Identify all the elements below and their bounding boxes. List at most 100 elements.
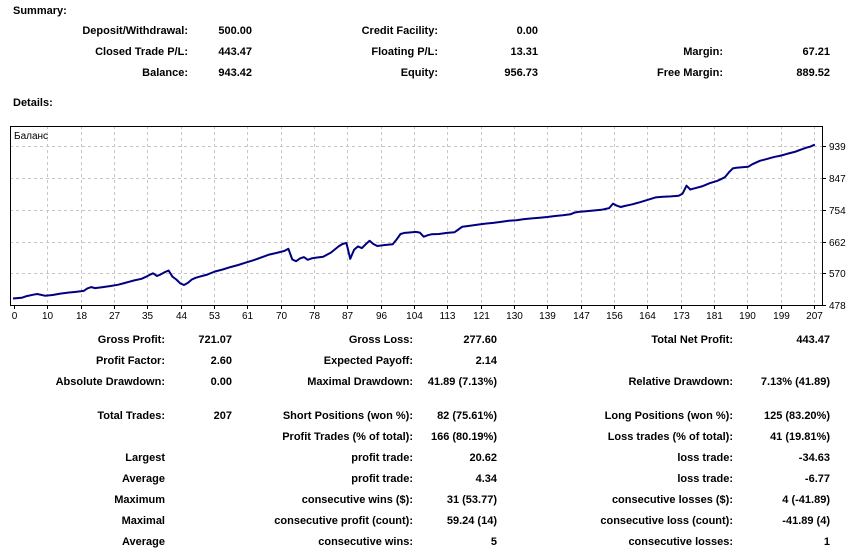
- details-label: Maximal Drawdown:: [307, 376, 413, 388]
- svg-text:207: 207: [806, 311, 823, 322]
- details-label: Total Net Profit:: [651, 334, 733, 346]
- svg-text:44: 44: [176, 311, 188, 322]
- svg-text:Баланс: Баланс: [14, 131, 48, 142]
- summary-row: Closed Trade P/L: 443.47 Floating P/L: 1…: [0, 46, 849, 60]
- details-label: consecutive wins ($):: [301, 494, 413, 506]
- details-label: Maximal: [121, 515, 165, 527]
- details-label: consecutive losses:: [628, 536, 733, 548]
- svg-text:78: 78: [309, 311, 321, 322]
- svg-text:156: 156: [606, 311, 623, 322]
- balance-chart: 939 847 754 662 570 478 0 10 18 27 35 44 53 61 70 78 87 9…: [0, 118, 849, 324]
- details-value: 31 (53.77): [446, 494, 497, 506]
- details-label: consecutive wins:: [318, 536, 413, 548]
- summary-value: 889.52: [796, 67, 830, 79]
- svg-text:96: 96: [376, 311, 388, 322]
- svg-text:0: 0: [12, 311, 18, 322]
- details-label: Total Trades:: [97, 410, 165, 422]
- svg-text:190: 190: [739, 311, 756, 322]
- svg-text:939: 939: [829, 142, 846, 153]
- details-label: Average: [121, 473, 165, 485]
- details-label: Expected Payoff:: [323, 355, 413, 367]
- summary-label: Balance:: [142, 67, 188, 79]
- details-label: Profit Trades (% of total):: [282, 431, 413, 443]
- summary-value: 443.47: [218, 46, 252, 58]
- svg-text:113: 113: [440, 311, 456, 322]
- details-row: Average consecutive wins: 5 consecutive …: [0, 536, 849, 550]
- svg-text:173: 173: [673, 311, 690, 322]
- svg-text:130: 130: [506, 311, 523, 322]
- svg-text:18: 18: [76, 311, 88, 322]
- details-value: 7.13% (41.89): [760, 376, 830, 388]
- svg-text:104: 104: [406, 311, 423, 322]
- summary-value: 943.42: [218, 67, 252, 79]
- details-label: Gross Loss:: [348, 334, 413, 346]
- svg-text:181: 181: [706, 311, 723, 322]
- details-label: consecutive profit (count):: [274, 515, 413, 527]
- details-value: 4.34: [475, 473, 497, 485]
- details-value: -34.63: [798, 452, 830, 464]
- details-label: consecutive losses ($):: [611, 494, 733, 506]
- details-row: Average profit trade: 4.34 loss trade: -…: [0, 473, 849, 487]
- summary-value: 500.00: [218, 25, 252, 37]
- svg-text:662: 662: [829, 238, 846, 249]
- details-row: Maximum consecutive wins ($): 31 (53.77)…: [0, 494, 849, 508]
- details-value: 59.24 (14): [446, 515, 497, 527]
- details-value: 125 (83.20%): [763, 410, 830, 422]
- details-label: Average: [121, 536, 165, 548]
- details-value: 41.89 (7.13%): [427, 376, 497, 388]
- details-label: profit trade:: [351, 452, 413, 464]
- svg-text:754: 754: [829, 206, 846, 217]
- details-value: 82 (75.61%): [437, 410, 497, 422]
- details-label: Loss trades (% of total):: [607, 431, 733, 443]
- summary-heading: Summary:: [13, 5, 67, 17]
- details-label: loss trade:: [677, 452, 733, 464]
- details-label: Profit Factor:: [95, 355, 165, 367]
- summary-label: Closed Trade P/L:: [95, 46, 188, 58]
- summary-label: Deposit/Withdrawal:: [82, 25, 188, 37]
- svg-text:164: 164: [639, 311, 656, 322]
- details-row: Gross Profit: 721.07 Gross Loss: 277.60 …: [0, 334, 849, 348]
- details-value: 721.07: [198, 334, 232, 346]
- summary-label: Credit Facility:: [361, 25, 438, 37]
- details-value: 20.62: [469, 452, 497, 464]
- summary-row: Balance: 943.42 Equity: 956.73 Free Marg…: [0, 67, 849, 81]
- details-row: Profit Trades (% of total): 166 (80.19%)…: [0, 431, 849, 445]
- details-label: Gross Profit:: [97, 334, 165, 346]
- details-value: 166 (80.19%): [430, 431, 497, 443]
- details-label: Short Positions (won %):: [282, 410, 413, 422]
- details-row: Total Trades: 207 Short Positions (won %…: [0, 410, 849, 424]
- svg-text:53: 53: [209, 311, 221, 322]
- svg-text:87: 87: [342, 311, 354, 322]
- details-label: Maximum: [114, 494, 165, 506]
- details-value: 2.14: [475, 355, 497, 367]
- svg-text:70: 70: [276, 311, 288, 322]
- summary-label: Free Margin:: [656, 67, 723, 79]
- details-label: Absolute Drawdown:: [55, 376, 165, 388]
- details-value: -41.89 (4): [782, 515, 830, 527]
- svg-text:35: 35: [142, 311, 154, 322]
- summary-label: Floating P/L:: [371, 46, 438, 58]
- svg-text:199: 199: [773, 311, 790, 322]
- svg-text:847: 847: [829, 174, 846, 185]
- details-label: Relative Drawdown:: [628, 376, 733, 388]
- details-label: consecutive loss (count):: [600, 515, 733, 527]
- details-heading: Details:: [13, 97, 53, 109]
- summary-label: Equity:: [400, 67, 438, 79]
- details-value: 207: [213, 410, 232, 422]
- details-value: 1: [823, 536, 830, 548]
- svg-text:27: 27: [109, 311, 121, 322]
- details-label: Long Positions (won %):: [604, 410, 733, 422]
- details-value: 277.60: [463, 334, 497, 346]
- details-label: profit trade:: [351, 473, 413, 485]
- details-value: 41 (19.81%): [770, 431, 830, 443]
- svg-text:61: 61: [242, 311, 254, 322]
- summary-value: 0.00: [516, 25, 538, 37]
- details-value: 443.47: [796, 334, 830, 346]
- details-row: Largest profit trade: 20.62 loss trade: …: [0, 452, 849, 466]
- summary-value: 13.31: [510, 46, 538, 58]
- details-row: Maximal consecutive profit (count): 59.2…: [0, 515, 849, 529]
- details-value: 4 (-41.89): [782, 494, 830, 506]
- svg-text:478: 478: [829, 301, 846, 312]
- svg-text:10: 10: [42, 311, 54, 322]
